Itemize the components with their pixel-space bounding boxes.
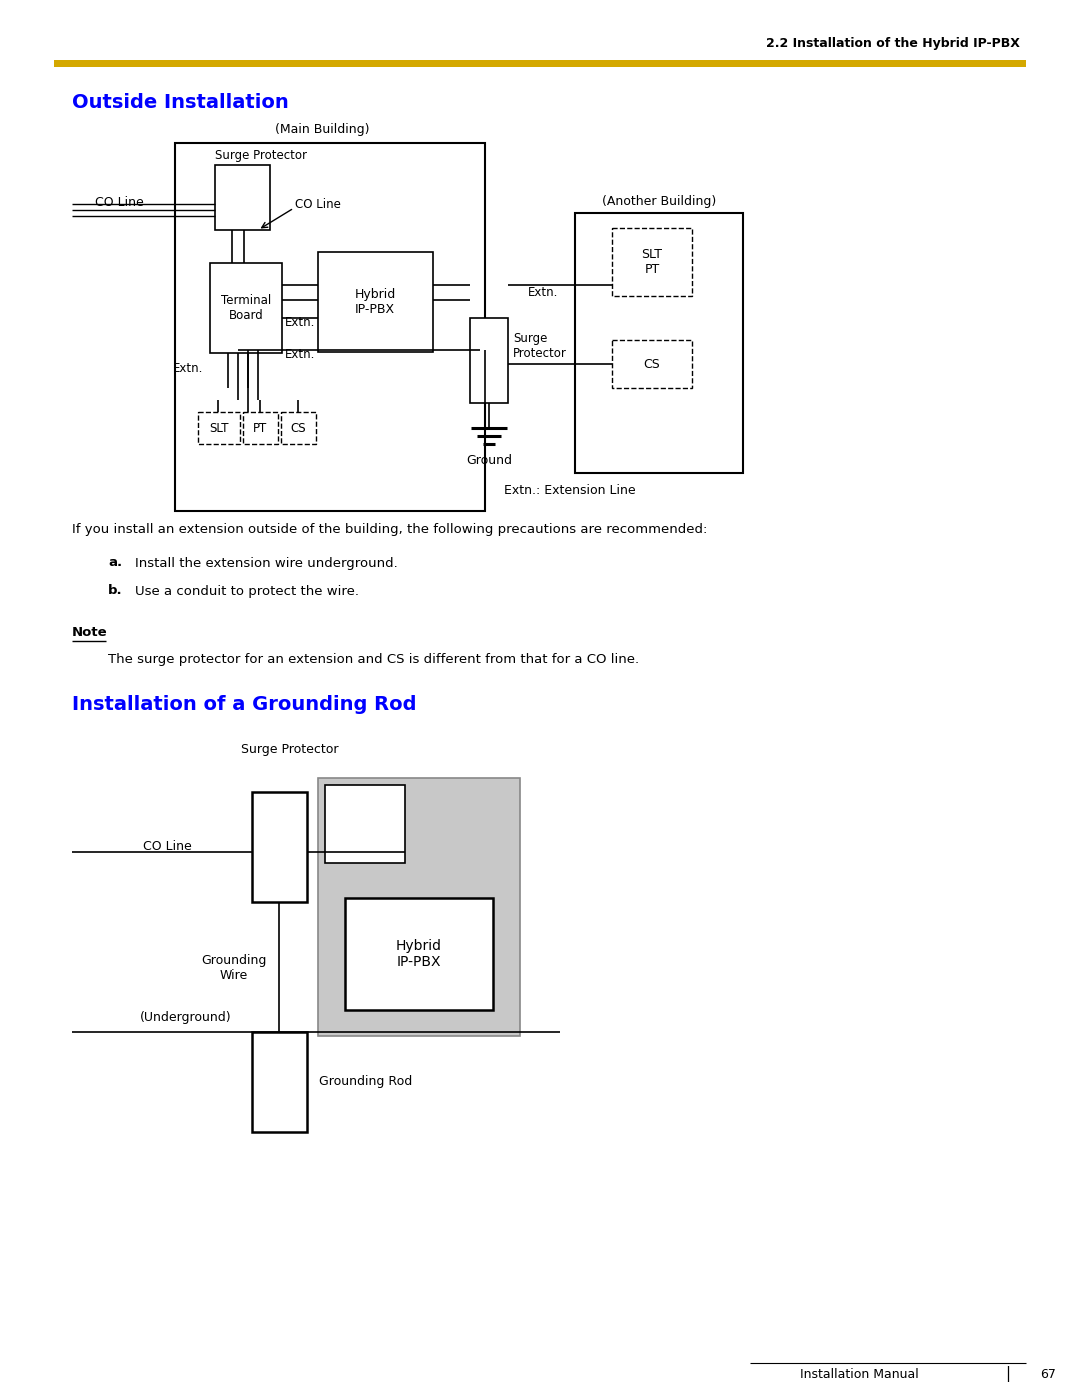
Text: Extn.: Extn. [285,316,315,328]
Bar [318,251,433,352]
Bar [215,165,270,231]
Text: CO Line: CO Line [143,841,192,854]
Bar [210,263,282,353]
Text: Extn.: Extn. [285,348,315,360]
Bar [575,212,743,474]
Text: Surge Protector: Surge Protector [241,743,339,757]
Text: Grounding Rod: Grounding Rod [319,1076,413,1088]
Bar [198,412,240,444]
Bar [54,60,1026,67]
Bar [470,319,508,402]
Text: |: | [1005,1366,1011,1382]
Bar [612,228,692,296]
Text: If you install an extension outside of the building, the following precautions a: If you install an extension outside of t… [72,524,707,536]
Text: Terminal
Board: Terminal Board [221,293,271,321]
Bar [175,142,485,511]
Text: Installation of a Grounding Rod: Installation of a Grounding Rod [72,696,417,714]
Text: Installation Manual: Installation Manual [800,1369,919,1382]
Text: CO Line: CO Line [295,198,341,211]
Text: a.: a. [108,556,122,570]
Text: (Another Building): (Another Building) [602,194,716,208]
Text: Install the extension wire underground.: Install the extension wire underground. [135,556,397,570]
Text: Outside Installation: Outside Installation [72,92,288,112]
Text: (Main Building): (Main Building) [274,123,369,137]
Text: SLT: SLT [210,422,229,434]
Text: Surge
Protector: Surge Protector [513,332,567,360]
Text: Ground: Ground [465,454,512,467]
Text: CO Line: CO Line [95,197,144,210]
Text: The surge protector for an extension and CS is different from that for a CO line: The surge protector for an extension and… [108,652,639,665]
Bar [252,792,307,902]
Text: Grounding
Wire: Grounding Wire [201,954,267,982]
Text: Hybrid
IP-PBX: Hybrid IP-PBX [354,288,395,316]
Text: Hybrid
IP-PBX: Hybrid IP-PBX [396,939,442,970]
Text: CS: CS [291,422,306,434]
Text: SLT
PT: SLT PT [642,249,662,277]
Text: CS: CS [644,358,660,370]
Text: PT: PT [253,422,267,434]
Text: Extn.: Extension Line: Extn.: Extension Line [504,483,636,496]
Bar [612,339,692,388]
Text: (Underground): (Underground) [140,1011,231,1024]
Text: 2.2 Installation of the Hybrid IP-PBX: 2.2 Installation of the Hybrid IP-PBX [766,38,1020,50]
Bar [325,785,405,863]
Bar [318,778,519,1037]
Text: Extn.: Extn. [528,285,558,299]
Text: Use a conduit to protect the wire.: Use a conduit to protect the wire. [135,584,359,598]
Text: Surge Protector: Surge Protector [215,148,307,162]
Bar [243,412,278,444]
Bar [281,412,316,444]
Text: Note: Note [72,626,108,640]
Text: Extn.: Extn. [173,362,203,374]
Text: b.: b. [108,584,123,598]
Bar [252,1032,307,1132]
Text: 67: 67 [1040,1369,1056,1382]
Bar [345,898,492,1010]
